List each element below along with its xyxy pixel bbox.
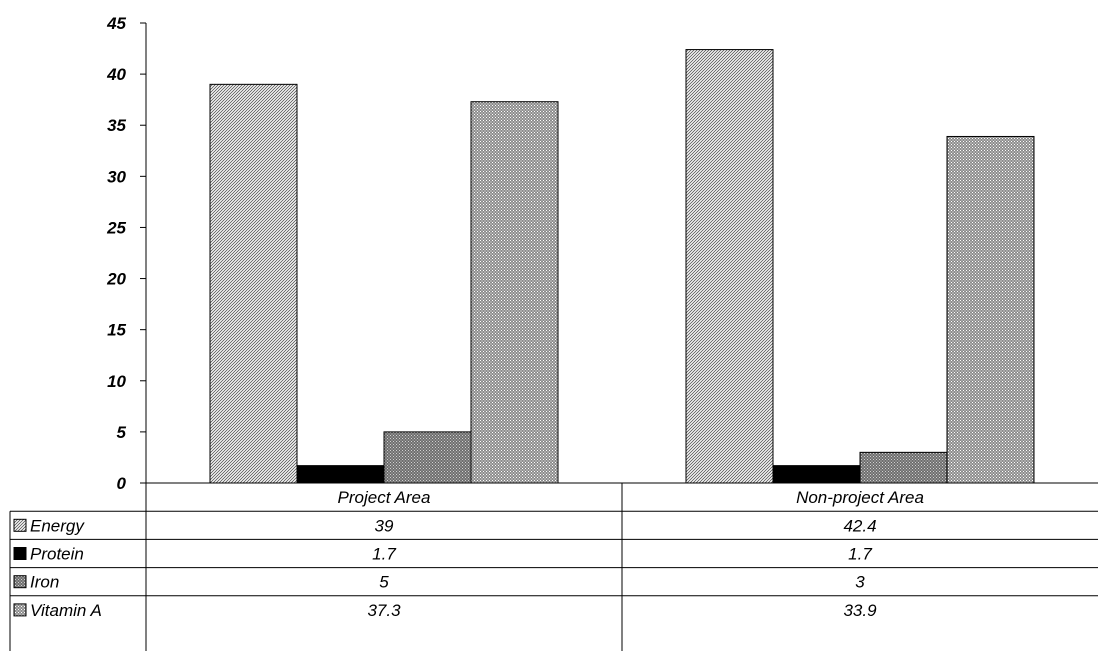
table-value: 1.7 <box>372 545 396 564</box>
y-tick-label: 25 <box>106 218 126 237</box>
y-tick-label: 0 <box>117 474 127 493</box>
data-table: Project Area Non-project Area Energy 39 42.4… <box>9 482 1098 651</box>
bar-iron-2 <box>859 451 948 484</box>
bars <box>209 49 1035 484</box>
table-value: 3 <box>855 573 865 592</box>
bar-protein-2 <box>772 465 861 484</box>
y-tick-label: 30 <box>107 167 126 186</box>
legend-key-protein <box>13 547 27 560</box>
legend-label: Iron <box>30 573 59 592</box>
table-value: 33.9 <box>843 601 877 620</box>
category-label: Non-project Area <box>796 488 924 507</box>
y-tick-label: 40 <box>106 65 126 84</box>
bar-vitamin-a-2 <box>946 135 1035 484</box>
bar-iron-1 <box>383 431 472 484</box>
y-tick-label: 5 <box>117 423 127 442</box>
y-tick-label: 35 <box>107 116 126 135</box>
y-tick-label: 10 <box>107 372 126 391</box>
category-label: Project Area <box>338 488 431 507</box>
bar-energy-1 <box>209 83 298 484</box>
table-value: 39 <box>375 516 394 535</box>
table-value: 1.7 <box>848 545 872 564</box>
y-tick-label: 20 <box>106 270 126 289</box>
bar-protein-1 <box>296 465 385 484</box>
legend-label: Energy <box>30 516 85 535</box>
table-value: 37.3 <box>367 601 401 620</box>
y-tick-label: 45 <box>106 14 126 33</box>
legend-key-iron <box>13 575 27 589</box>
legend-label: Vitamin A <box>30 601 102 620</box>
legend-key-energy <box>13 518 27 532</box>
y-axis: 0 5 10 15 20 25 30 35 40 45 <box>106 14 147 493</box>
bar-vitamin-a-1 <box>470 101 559 484</box>
legend-key-vitamin-a <box>13 603 27 617</box>
bar-energy-2 <box>685 49 774 484</box>
y-tick-label: 15 <box>107 321 126 340</box>
table-value: 5 <box>379 573 389 592</box>
legend-label: Protein <box>30 545 84 564</box>
table-value: 42.4 <box>843 516 876 535</box>
